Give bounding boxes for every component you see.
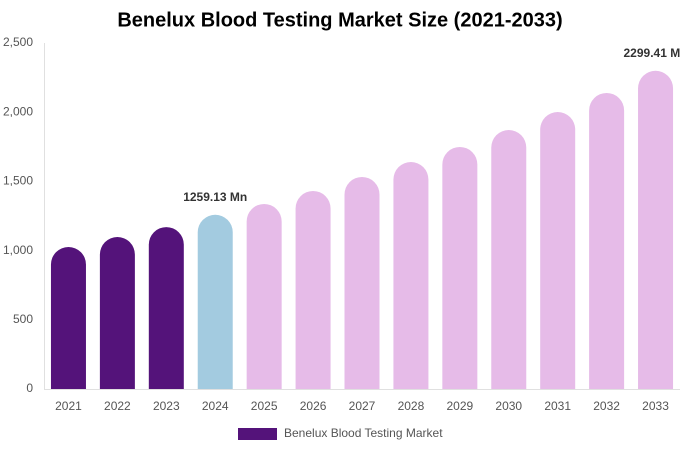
y-tick-label: 2,000: [3, 104, 33, 118]
x-tick-label: 2023: [153, 399, 180, 413]
bar: [442, 146, 478, 389]
y-tick-label: 1,000: [3, 243, 33, 257]
bar: [491, 130, 527, 390]
x-tick-label: 2027: [349, 399, 376, 413]
y-tick-label: 0: [26, 381, 33, 395]
x-tick-label: 2028: [398, 399, 425, 413]
x-tick-label: 2026: [300, 399, 327, 413]
x-tick-label: 2033: [642, 399, 669, 413]
bar: [99, 237, 135, 389]
value-label: 1259.13 Mn: [183, 190, 247, 204]
bar: [295, 190, 331, 389]
bar: [246, 203, 282, 389]
x-tick-label: 2024: [202, 399, 229, 413]
y-tick-label: 500: [13, 312, 33, 326]
bar: [638, 70, 674, 389]
y-tick-label: 2,500: [3, 35, 33, 49]
chart-title: Benelux Blood Testing Market Size (2021-…: [117, 9, 562, 31]
x-tick-label: 2025: [251, 399, 278, 413]
bar: [148, 227, 184, 389]
bar: [344, 176, 380, 389]
x-tick-label: 2030: [495, 399, 522, 413]
y-tick-label: 1,500: [3, 174, 33, 188]
bar: [197, 214, 233, 389]
legend-label: Benelux Blood Testing Market: [284, 426, 443, 440]
value-label: 2299.41 Mn: [624, 46, 680, 60]
legend-swatch: [238, 428, 277, 440]
bar: [393, 162, 429, 389]
x-tick-label: 2022: [104, 399, 131, 413]
bar: [540, 112, 576, 390]
x-tick-label: 2029: [446, 399, 473, 413]
x-tick-label: 2032: [593, 399, 620, 413]
bar: [589, 92, 625, 389]
x-tick-label: 2021: [55, 399, 82, 413]
x-tick-label: 2031: [544, 399, 571, 413]
bar: [50, 247, 86, 389]
